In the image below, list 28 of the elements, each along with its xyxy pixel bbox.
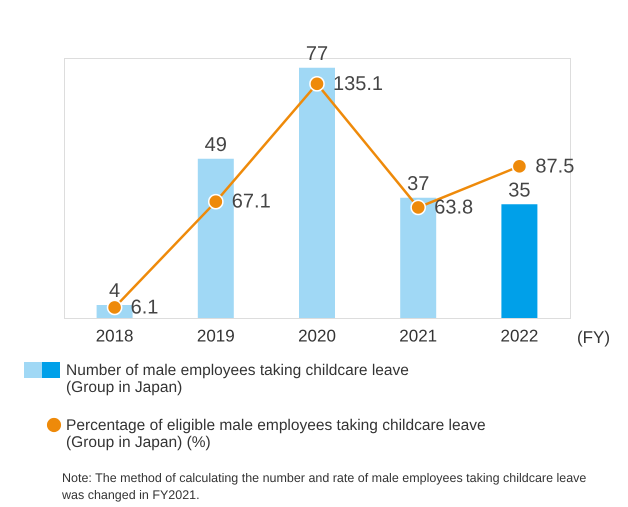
data-label: 67.1 [232, 190, 271, 213]
point [512, 158, 528, 174]
data-label: 77 [306, 42, 328, 65]
bar [299, 68, 335, 318]
data-label: 6.1 [130, 296, 158, 318]
x-tick-label: 2019 [196, 326, 235, 346]
x-tick-label: 2022 [500, 326, 538, 346]
point [410, 200, 426, 216]
bar [400, 198, 436, 318]
point [208, 194, 224, 210]
data-label: 49 [204, 134, 227, 156]
point [106, 300, 122, 316]
point [309, 76, 325, 92]
x-tick-label: 2018 [96, 326, 134, 346]
data-label: 135.1 [333, 72, 384, 95]
data-label: 4 [109, 280, 120, 302]
x-tick-label: 2021 [399, 326, 438, 346]
bar [501, 204, 538, 318]
data-label: 63.8 [434, 196, 474, 218]
data-label: 35 [508, 179, 531, 202]
legend-label: Number of male employees taking childcare leave (Group in Japan) [66, 362, 409, 396]
x-tick-label: 2020 [298, 326, 336, 346]
data-label: 37 [407, 172, 430, 195]
legend-label: Percentage of eligible male employees taking childcare leave (Group in Japan) (%) [66, 417, 486, 451]
text: (FY) [577, 328, 610, 347]
data-label: 87.5 [535, 155, 574, 178]
bar [198, 158, 234, 318]
text: Note: The method of calculating the number and rate of male employees taking childcare leave was changed in FY2021. [61, 471, 586, 502]
